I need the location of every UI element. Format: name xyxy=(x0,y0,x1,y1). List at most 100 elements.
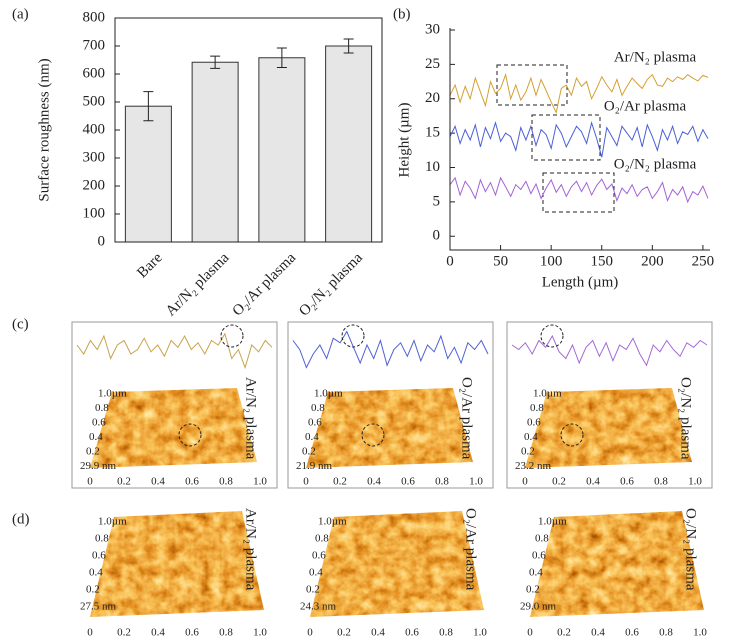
highlight-circle xyxy=(220,324,244,348)
panel-label: (d) xyxy=(12,511,30,527)
afm-height-label: 21.9 nm xyxy=(296,460,333,472)
afm-x-tick-label: 0.2 xyxy=(557,627,571,639)
afm-x-tick-label: 0 xyxy=(87,476,93,488)
series-line xyxy=(449,176,709,204)
afm-y-tick-label: 0.8 xyxy=(535,533,549,545)
y-tick-label: 0 xyxy=(433,228,441,244)
afm-x-tick-label: 0.6 xyxy=(625,627,639,639)
error-bar xyxy=(276,47,287,69)
afm-y-tick-label: 1.0µm xyxy=(314,388,343,400)
y-axis-label: Surface roughness (nm) xyxy=(36,58,52,201)
afm-x-tick-label: 0 xyxy=(522,476,528,488)
afm-y-tick-label: 0.8 xyxy=(95,402,109,414)
afm-x-tick-label: 0.4 xyxy=(151,627,165,639)
afm-y-tick-label: 1.0µm xyxy=(533,388,562,400)
line-profile xyxy=(76,332,273,370)
bar xyxy=(325,45,373,243)
afm-x-tick-label: 0.2 xyxy=(117,476,131,488)
panel-label: (c) xyxy=(12,316,29,332)
y-tick-label: 0 xyxy=(98,233,106,249)
y-tick-label: 30 xyxy=(425,21,440,37)
error-bar xyxy=(143,91,154,122)
afm-sample-label: O₂/N₂ plasma xyxy=(678,377,694,460)
panel-frame xyxy=(506,321,713,489)
highlight-circle xyxy=(361,423,385,447)
x-tick-label: Ar/N₂ plasma xyxy=(163,250,233,320)
line-profile xyxy=(511,334,708,367)
afm-y-tick-label: 0.8 xyxy=(311,402,325,414)
afm-height-label: 27.5 nm xyxy=(80,601,117,613)
afm-x-tick-label: 0.4 xyxy=(367,476,381,488)
afm-x-tick-label: 1.0 xyxy=(469,476,483,488)
x-tick-label: 150 xyxy=(591,253,614,269)
afm-sample-label: Ar/N₂ plasma xyxy=(243,508,259,591)
x-tick-label: Bare xyxy=(134,250,166,282)
error-bar xyxy=(343,38,354,54)
afm-y-tick-label: 0.6 xyxy=(312,550,326,562)
afm-x-tick-label: 0.8 xyxy=(219,627,233,639)
line-profile xyxy=(292,330,489,369)
afm-sample-label: Ar/N₂ plasma xyxy=(243,377,259,460)
afm-surface xyxy=(525,388,692,468)
y-tick-label: 500 xyxy=(83,93,106,109)
series-label: O₂/Ar plasma xyxy=(604,98,687,114)
afm-sample-label: O₂/Ar plasma xyxy=(463,508,479,591)
afm-x-tick-label: 0.8 xyxy=(435,476,449,488)
afm-y-tick-label: 0.6 xyxy=(532,550,546,562)
y-tick-label: 100 xyxy=(83,205,106,221)
y-tick-label: 15 xyxy=(425,125,440,141)
error-bar xyxy=(210,55,221,69)
afm-surface xyxy=(310,511,484,617)
y-tick-label: 200 xyxy=(83,177,106,193)
panel-label: (b) xyxy=(393,6,411,22)
afm-surface xyxy=(530,511,704,617)
afm-y-tick-label: 0.8 xyxy=(530,402,544,414)
afm-x-tick-label: 0.2 xyxy=(333,476,347,488)
afm-x-tick-label: 0 xyxy=(303,476,309,488)
afm-x-tick-label: 0.4 xyxy=(371,627,385,639)
series-label: O₂/N₂ plasma xyxy=(614,156,697,172)
y-tick-label: 400 xyxy=(83,121,106,137)
afm-x-tick-label: 0.8 xyxy=(439,627,453,639)
x-tick-label: O₂/Ar plasma xyxy=(230,250,300,320)
afm-y-tick-label: 0.2 xyxy=(521,446,535,458)
afm-x-tick-label: 0.4 xyxy=(151,476,165,488)
afm-height-label: 29.0 nm xyxy=(520,601,557,613)
afm-y-tick-label: 0.8 xyxy=(95,533,109,545)
afm-x-tick-label: 0.6 xyxy=(185,627,199,639)
highlight-circle xyxy=(341,324,365,348)
afm-surface xyxy=(90,511,264,617)
afm-y-tick-label: 0.4 xyxy=(524,431,538,443)
afm-x-tick-label: 1.0 xyxy=(253,627,267,639)
afm-surface xyxy=(306,388,473,468)
afm-x-tick-label: 0.4 xyxy=(591,627,605,639)
highlight-boxes xyxy=(496,64,615,213)
y-axis-label: Height (µm) xyxy=(396,103,412,178)
afm-y-tick-label: 0.6 xyxy=(92,417,106,429)
afm-height-label: 23.2 nm xyxy=(515,460,552,472)
afm-y-tick-label: 0.2 xyxy=(86,584,100,596)
afm-y-tick-label: 1.0µm xyxy=(318,516,347,528)
afm-sample-label: O₂/Ar plasma xyxy=(459,377,475,460)
afm-y-tick-label: 1.0µm xyxy=(538,516,567,528)
series-line xyxy=(449,72,709,115)
bar xyxy=(191,61,239,243)
y-tick-label: 25 xyxy=(425,56,440,72)
x-tick-label: O₂/N₂ plasma xyxy=(296,250,366,320)
afm-y-tick-label: 0.2 xyxy=(306,584,320,596)
afm-x-tick-label: 0.8 xyxy=(654,476,668,488)
axes xyxy=(449,28,710,251)
highlight-circle xyxy=(560,423,584,447)
afm-x-tick-label: 0.2 xyxy=(337,627,351,639)
afm-y-tick-label: 1.0µm xyxy=(98,388,127,400)
afm-x-tick-label: 0.2 xyxy=(552,476,566,488)
y-tick-label: 600 xyxy=(83,65,106,81)
afm-height-label: 24.3 nm xyxy=(300,601,337,613)
afm-x-tick-label: 0.6 xyxy=(405,627,419,639)
x-tick-label: 200 xyxy=(641,253,664,269)
afm-y-tick-label: 0.4 xyxy=(305,431,319,443)
afm-y-tick-label: 0.6 xyxy=(308,417,322,429)
panel-frame xyxy=(287,321,494,489)
